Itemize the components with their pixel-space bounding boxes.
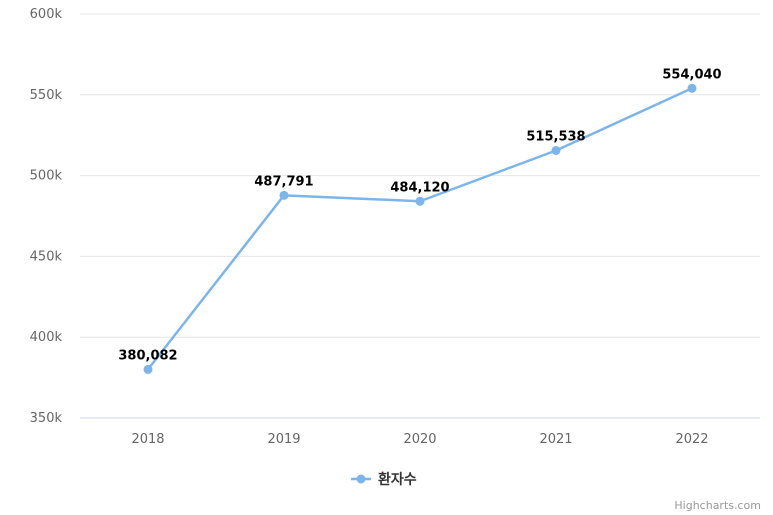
x-tick-label: 2019 <box>267 432 300 447</box>
y-tick-label: 500k <box>30 169 63 184</box>
data-point <box>279 190 289 200</box>
data-label: 484,120 <box>390 180 449 195</box>
y-tick-label: 550k <box>30 88 63 103</box>
data-point <box>415 196 425 206</box>
y-tick-label: 350k <box>30 411 63 426</box>
x-axis-ticks: 2018 2019 2020 2021 2022 <box>131 432 708 447</box>
data-labels: 380,082 487,791 484,120 515,538 554,040 <box>118 67 721 363</box>
data-point <box>143 364 153 374</box>
y-tick-label: 400k <box>30 330 63 345</box>
data-label: 515,538 <box>526 129 585 144</box>
data-point <box>687 83 697 93</box>
credits-link[interactable]: Highcharts.com <box>674 499 761 512</box>
legend[interactable]: 환자수 <box>351 471 417 488</box>
data-label: 487,791 <box>254 174 313 189</box>
legend-marker <box>356 474 366 484</box>
data-label: 554,040 <box>662 67 721 82</box>
y-tick-label: 600k <box>30 7 63 22</box>
y-axis-ticks: 350k 400k 450k 500k 550k 600k <box>30 7 63 426</box>
x-tick-label: 2018 <box>131 432 164 447</box>
grid-lines <box>80 13 760 419</box>
x-tick-label: 2020 <box>403 432 436 447</box>
y-tick-label: 450k <box>30 249 63 264</box>
series-group <box>143 83 697 374</box>
data-label: 380,082 <box>118 348 177 363</box>
data-point <box>551 145 561 155</box>
legend-label[interactable]: 환자수 <box>378 471 417 488</box>
x-tick-label: 2021 <box>539 432 572 447</box>
series-line <box>146 87 694 371</box>
x-tick-label: 2022 <box>675 432 708 447</box>
